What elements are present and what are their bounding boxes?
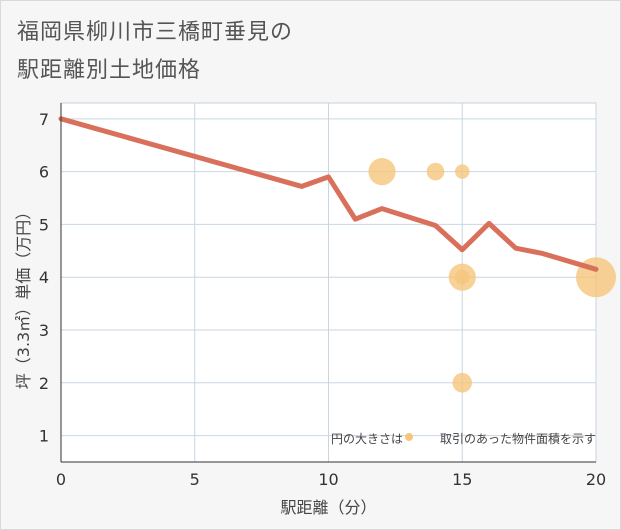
axes: 0 5 10 15 20 1 2 3 4 5 6 7 (39, 103, 606, 489)
y-tick-label: 2 (39, 374, 49, 393)
y-tick-label: 6 (39, 163, 49, 182)
legend-text-prefix: 円の大きさは (331, 432, 403, 446)
y-tick-label: 7 (39, 110, 49, 129)
x-tick-label: 0 (56, 470, 66, 489)
legend-text-suffix: 取引のあった物件面積を示す (440, 431, 596, 446)
x-tick-label: 10 (318, 470, 338, 489)
legend-circle-icon (405, 433, 413, 441)
x-axis-title: 駅距離（分） (280, 498, 376, 517)
y-tick-label: 3 (39, 321, 49, 340)
bubble-series (368, 158, 616, 393)
bubble-point (455, 270, 470, 285)
chart-title-line2: 駅距離別土地価格 (17, 58, 202, 83)
y-axis-title: 坪（3.3㎡）単価（万円） (14, 204, 33, 389)
x-tick-label: 20 (586, 470, 606, 489)
bubble-point (426, 162, 445, 181)
y-tick-label: 4 (39, 268, 49, 287)
line-series (58, 116, 599, 272)
legend: 円の大きさは 取引のあった物件面積を示す (331, 431, 596, 446)
chart-title-line1: 福岡県柳川市三橋町垂見の (17, 20, 294, 45)
average-price-line (58, 116, 599, 272)
grid-lines (60, 103, 597, 462)
x-tick-label: 15 (452, 470, 472, 489)
bubble-point (452, 373, 473, 393)
y-tick-label: 1 (39, 427, 49, 446)
x-tick-label: 5 (190, 470, 200, 489)
bubble-point (455, 164, 470, 179)
bubble-point (368, 158, 396, 186)
y-tick-label: 5 (39, 215, 49, 234)
